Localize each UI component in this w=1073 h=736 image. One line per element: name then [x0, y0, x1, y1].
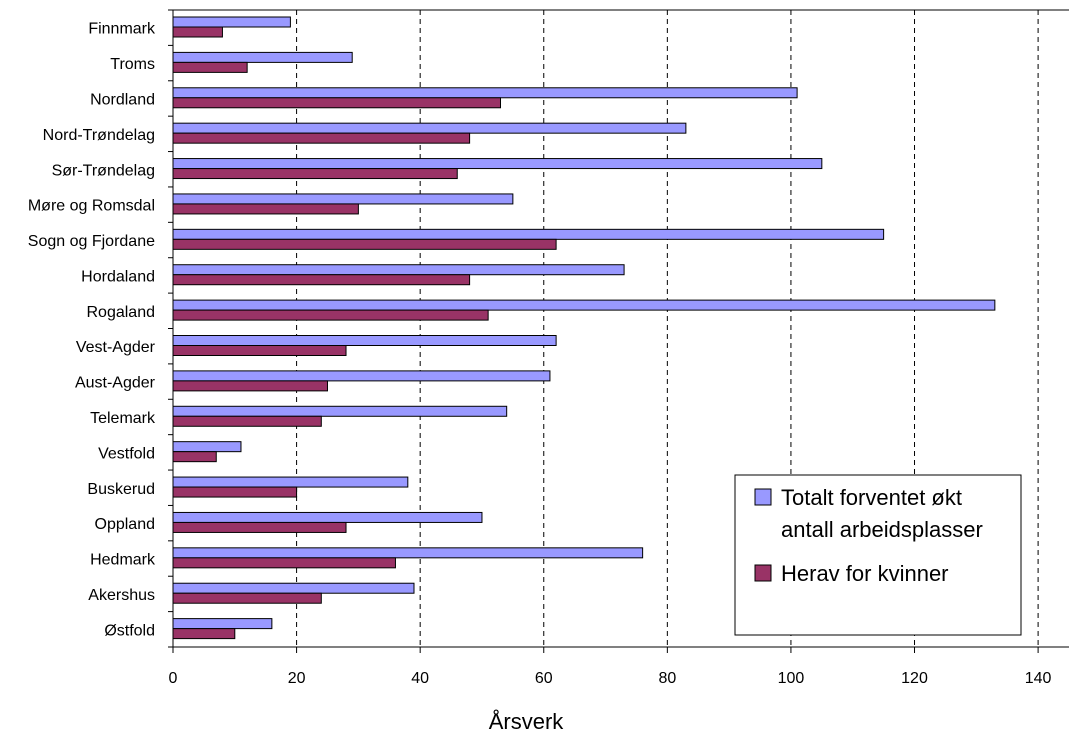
- category-label: Sør-Trøndelag: [52, 162, 155, 179]
- x-tick-label: 20: [288, 670, 306, 687]
- category-label: Østfold: [104, 622, 155, 639]
- bar-women-11: [172, 415, 322, 427]
- bar-total-0: [172, 16, 291, 28]
- bar-total-11: [172, 405, 508, 417]
- gridlines: [296, 10, 1039, 647]
- bar-women-15: [172, 557, 396, 569]
- bar-total-6: [172, 228, 885, 240]
- x-tick-label: 60: [535, 670, 553, 687]
- bar-women-5: [172, 203, 359, 215]
- legend: Totalt forventet økt antall arbeidsplasse…: [734, 474, 1022, 636]
- x-tick-label: 100: [778, 670, 805, 687]
- bar-total-8: [172, 299, 996, 311]
- x-tick-label: 80: [658, 670, 676, 687]
- bar-total-15: [172, 547, 644, 559]
- category-label: Aust-Agder: [75, 375, 156, 392]
- bar-total-1: [172, 51, 353, 63]
- bar-total-13: [172, 476, 409, 488]
- bar-women-2: [172, 97, 502, 109]
- bar-total-2: [172, 87, 798, 99]
- category-label: Telemark: [90, 410, 156, 427]
- bar-total-7: [172, 264, 625, 276]
- x-tick-label: 120: [901, 670, 928, 687]
- bar-women-13: [172, 486, 298, 498]
- bar-women-9: [172, 345, 347, 356]
- category-label: Buskerud: [87, 481, 155, 498]
- category-label: Troms: [110, 56, 155, 73]
- bar-women-8: [172, 309, 489, 321]
- bar-total-10: [172, 370, 551, 382]
- category-label: Finnmark: [88, 21, 156, 38]
- category-label: Hordaland: [81, 268, 155, 285]
- x-tick-label: 0: [169, 670, 178, 687]
- category-label: Akershus: [88, 587, 155, 604]
- bar-total-9: [172, 335, 557, 346]
- x-tick-label: 40: [411, 670, 429, 687]
- bar-women-12: [172, 451, 217, 463]
- x-tick-label: 140: [1025, 670, 1052, 687]
- legend-label-women: Herav for kvinner: [781, 561, 949, 586]
- category-label: Rogaland: [87, 304, 156, 321]
- bar-women-4: [172, 168, 458, 180]
- bar-women-16: [172, 592, 322, 604]
- category-label: Sogn og Fjordane: [28, 233, 155, 250]
- bar-women-1: [172, 61, 248, 73]
- category-label: Nordland: [90, 91, 155, 108]
- bar-total-5: [172, 193, 514, 205]
- axes: [168, 9, 1069, 653]
- legend-swatch-total: [754, 488, 772, 506]
- bar-women-6: [172, 238, 557, 250]
- category-label: Vest-Agder: [76, 339, 156, 356]
- bar-women-3: [172, 132, 471, 144]
- bar-total-16: [172, 582, 415, 594]
- legend-swatch-women: [754, 564, 772, 582]
- bar-women-10: [172, 380, 328, 392]
- category-label: Hedmark: [90, 552, 156, 569]
- bar-total-4: [172, 158, 823, 170]
- bar-women-7: [172, 274, 471, 286]
- category-label: Vestfold: [98, 445, 155, 462]
- legend-label-total: antall arbeidsplasser: [781, 517, 983, 542]
- bar-women-14: [172, 521, 347, 533]
- category-label: Oppland: [95, 516, 156, 533]
- category-label: Nord-Trøndelag: [43, 127, 155, 144]
- bar-total-3: [172, 122, 687, 134]
- x-axis-title: Årsverk: [489, 709, 565, 734]
- bar-total-14: [172, 511, 483, 523]
- bar-total-17: [172, 618, 273, 630]
- legend-box: [734, 474, 1022, 636]
- bar-total-12: [172, 441, 242, 453]
- bar-women-0: [172, 26, 223, 38]
- category-label: Møre og Romsdal: [28, 198, 155, 215]
- bar-women-17: [172, 628, 236, 640]
- legend-label-total: Totalt forventet økt: [781, 485, 962, 510]
- category-labels: Finnmark Troms Nordland Nord-Trøndelag Sør-T…: [28, 21, 156, 640]
- x-tick-labels: 0 20 40 60 80 100 120 140: [169, 670, 1052, 687]
